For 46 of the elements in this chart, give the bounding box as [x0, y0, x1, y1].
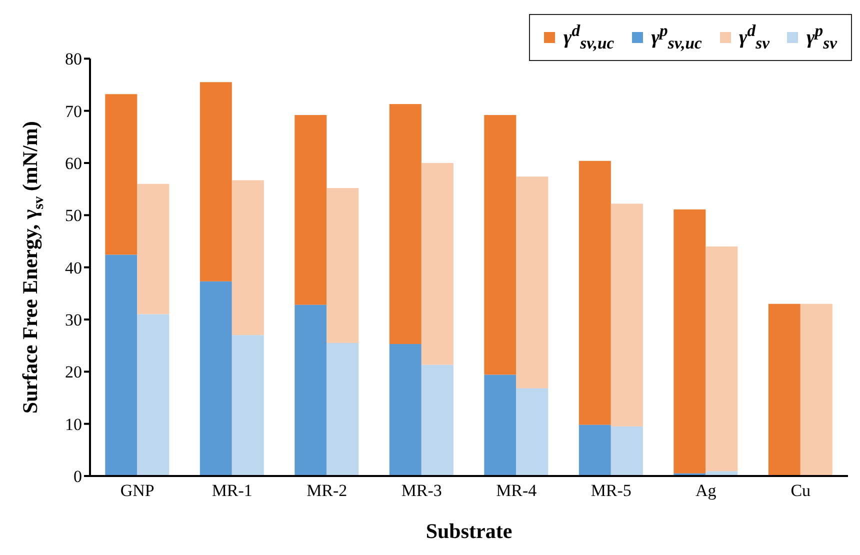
bar: [105, 94, 138, 255]
bar: [105, 254, 138, 476]
x-tick-label: MR-5: [590, 481, 632, 500]
bar: [232, 180, 264, 336]
bar: [294, 115, 327, 305]
x-tick-label: Cu: [790, 481, 812, 500]
bar: [674, 209, 706, 474]
bar: [578, 160, 611, 425]
bar: [610, 426, 643, 476]
y-tick-label: 80: [65, 50, 82, 69]
bar: [768, 304, 800, 476]
bar: [578, 424, 611, 476]
y-tick-label: 50: [65, 206, 82, 226]
bar: [326, 342, 359, 476]
bar: [232, 335, 264, 476]
x-tick-label: Ag: [695, 481, 717, 500]
bar: [389, 344, 422, 476]
y-tick-label: 0: [74, 467, 82, 486]
x-tick-label: MR-2: [306, 481, 348, 500]
x-tick-label: GNP: [120, 481, 154, 500]
bar: [516, 388, 548, 476]
x-tick-label: MR-4: [496, 481, 538, 500]
bar: [200, 281, 232, 476]
y-tick-label: 60: [65, 154, 82, 174]
bar: [421, 364, 454, 476]
bar: [294, 304, 327, 476]
bar: [706, 246, 738, 472]
bar: [800, 304, 832, 476]
y-tick-label: 70: [65, 102, 82, 121]
bar: [137, 314, 170, 476]
bar: [484, 374, 516, 476]
bar: [389, 104, 422, 344]
bar: [610, 204, 643, 426]
x-axis-title: Substrate: [426, 519, 512, 543]
bar: [326, 188, 359, 343]
x-tick-label: MR-1: [212, 481, 252, 500]
bar: [421, 162, 454, 365]
bar: [137, 184, 170, 314]
y-tick-label: 20: [65, 362, 82, 382]
y-tick-label: 40: [65, 258, 82, 278]
bar: [200, 82, 232, 282]
bar: [516, 176, 548, 388]
y-tick-label: 30: [65, 310, 82, 330]
y-tick-label: 10: [65, 414, 82, 434]
x-tick-label: MR-3: [401, 481, 442, 500]
bar: [484, 115, 516, 375]
